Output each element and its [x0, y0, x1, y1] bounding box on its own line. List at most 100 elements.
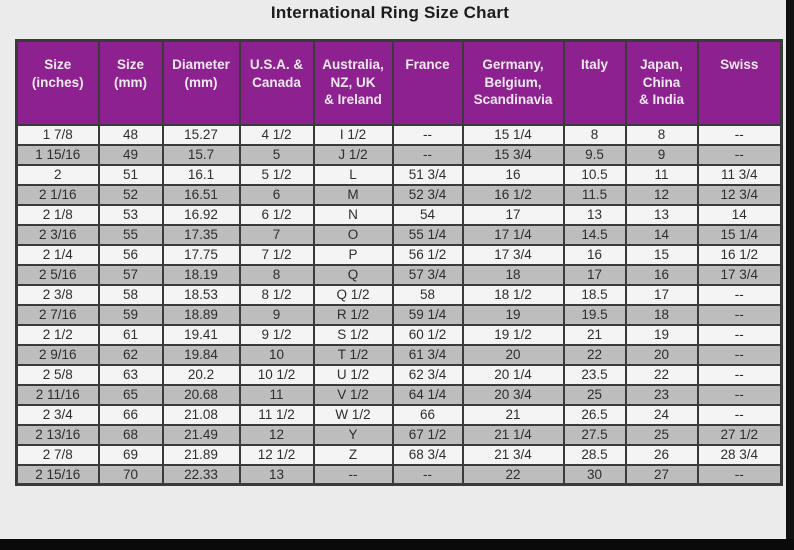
table-cell: 19.84	[161, 343, 241, 366]
page-title: International Ring Size Chart	[270, 3, 510, 22]
table-cell: 20	[624, 343, 699, 366]
table-cell: 27 1/2	[696, 423, 783, 446]
table-cell: Q 1/2	[312, 283, 394, 306]
table-cell: 20 3/4	[461, 383, 565, 406]
table-cell: --	[696, 383, 783, 406]
table-cell: 16	[562, 243, 627, 266]
table-cell: 58	[97, 283, 164, 306]
table-cell: 18.19	[161, 263, 241, 286]
table-cell: T 1/2	[312, 343, 394, 366]
table-cell: --	[696, 323, 783, 346]
table-cell: 14.5	[562, 223, 627, 246]
table-cell: 68	[97, 423, 164, 446]
table-cell: 14	[624, 223, 699, 246]
table-cell: 2 1/4	[15, 243, 100, 266]
column-header: Diameter (mm)	[161, 39, 241, 126]
table-row: 2 1/2 61 19.41 9 1/2 S 1/2 60 1/2 19 1/2 21 19 --	[15, 323, 783, 346]
table-cell: 2 15/16	[15, 463, 100, 486]
column-header: Germany, Belgium, Scandinavia	[461, 39, 565, 126]
table-cell: 15	[624, 243, 699, 266]
table-cell: 8	[562, 123, 627, 146]
table-cell: 8 1/2	[238, 283, 315, 306]
table-cell: 17	[624, 283, 699, 306]
table-cell: 2	[15, 163, 100, 186]
table-cell: 13	[624, 203, 699, 226]
table-cell: 8	[238, 263, 315, 286]
table-cell: 23	[624, 383, 699, 406]
table-cell: 10.5	[562, 163, 627, 186]
table-cell: L	[312, 163, 394, 186]
table-cell: 55	[97, 223, 164, 246]
column-header: France	[391, 39, 464, 126]
table-cell: 28.5	[562, 443, 627, 466]
table-row: 2 3/16 55 17.35 7 O 55 1/4 17 1/4 14.5 14 15 1/4	[15, 223, 783, 246]
table-row: 2 5/16 57 18.19 8 Q 57 3/4 18 17 16 17 3/4	[15, 263, 783, 286]
table-cell: 2 1/16	[15, 183, 100, 206]
table-cell: P	[312, 243, 394, 266]
table-cell: 63	[97, 363, 164, 386]
table-row: 2 51 16.1 5 1/2 L 51 3/4 16 10.5 11 11 3/4	[15, 163, 783, 186]
table-row: 2 11/16 65 20.68 11 V 1/2 64 1/4 20 3/4 25 23 --	[15, 383, 783, 406]
table-cell: 21.89	[161, 443, 241, 466]
table-cell: 7 1/2	[238, 243, 315, 266]
table-cell: 49	[97, 143, 164, 166]
table-cell: 2 13/16	[15, 423, 100, 446]
table-row: 2 1/8 53 16.92 6 1/2 N 54 17 13 13 14	[15, 203, 783, 226]
table-cell: 20 1/4	[461, 363, 565, 386]
table-cell: 67 1/2	[391, 423, 464, 446]
table-cell: 27.5	[562, 423, 627, 446]
table-cell: 16	[461, 163, 565, 186]
table-row: 1 15/16 49 15.7 5 J 1/2 -- 15 3/4 9.5 9 --	[15, 143, 783, 166]
table-cell: 20.68	[161, 383, 241, 406]
table-cell: 18.53	[161, 283, 241, 306]
table-cell: 1 15/16	[15, 143, 100, 166]
table-cell: 22.33	[161, 463, 241, 486]
table-cell: --	[696, 143, 783, 166]
table-cell: 2 9/16	[15, 343, 100, 366]
table-cell: 25	[562, 383, 627, 406]
table-cell: 69	[97, 443, 164, 466]
table-cell: U 1/2	[312, 363, 394, 386]
column-header: U.S.A. & Canada	[238, 39, 315, 126]
table-cell: 17.35	[161, 223, 241, 246]
table-cell: 54	[391, 203, 464, 226]
bottom-frame-bar	[0, 539, 794, 550]
table-cell: 5	[238, 143, 315, 166]
table-cell: 2 7/8	[15, 443, 100, 466]
column-header: Swiss	[696, 39, 783, 126]
table-cell: 12	[238, 423, 315, 446]
table-cell: 17 1/4	[461, 223, 565, 246]
column-header: Australia, NZ, UK & Ireland	[312, 39, 394, 126]
table-cell: N	[312, 203, 394, 226]
table-cell: 5 1/2	[238, 163, 315, 186]
table-cell: 11 3/4	[696, 163, 783, 186]
table-cell: --	[696, 363, 783, 386]
table-cell: 2 3/16	[15, 223, 100, 246]
table-cell: 13	[562, 203, 627, 226]
table-cell: 10	[238, 343, 315, 366]
table-cell: 60 1/2	[391, 323, 464, 346]
table-cell: 2 5/16	[15, 263, 100, 286]
table-cell: 16.51	[161, 183, 241, 206]
header-row: Size (inches) Size (mm) Diameter (mm) U.S.A…	[15, 39, 783, 126]
table-cell: 6	[238, 183, 315, 206]
table-row: 2 1/16 52 16.51 6 M 52 3/4 16 1/2 11.5 12 12 3/4	[15, 183, 783, 206]
table-cell: 2 1/8	[15, 203, 100, 226]
table-cell: 17 3/4	[696, 263, 783, 286]
table-cell: 14	[696, 203, 783, 226]
table-cell: 22	[624, 363, 699, 386]
table-cell: 57	[97, 263, 164, 286]
table-cell: 2 3/4	[15, 403, 100, 426]
table-cell: 27	[624, 463, 699, 486]
table-cell: 21.49	[161, 423, 241, 446]
table-cell: 18	[624, 303, 699, 326]
table-cell: 56	[97, 243, 164, 266]
table-cell: 65	[97, 383, 164, 406]
table-cell: 16.92	[161, 203, 241, 226]
table-cell: V 1/2	[312, 383, 394, 406]
table-cell: 52 3/4	[391, 183, 464, 206]
table-cell: 61	[97, 323, 164, 346]
table-cell: 2 7/16	[15, 303, 100, 326]
table-cell: 10 1/2	[238, 363, 315, 386]
table-row: 2 3/8 58 18.53 8 1/2 Q 1/2 58 18 1/2 18.5 17 --	[15, 283, 783, 306]
